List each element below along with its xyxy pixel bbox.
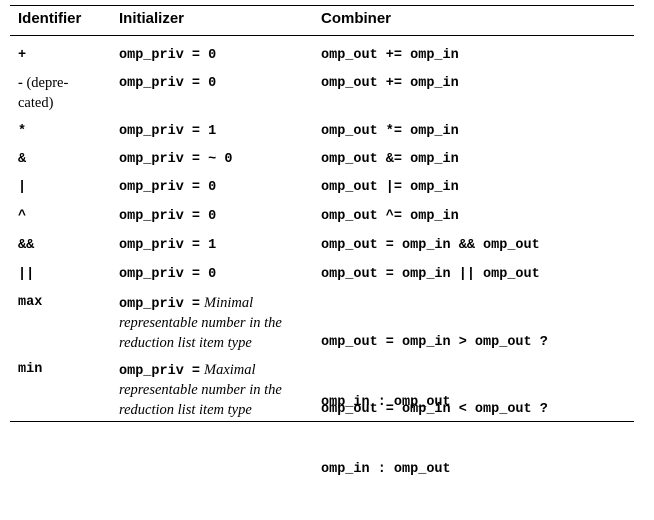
combiner-cell: omp_out = omp_in < omp_out ? omp_in : om… [321,360,641,520]
identifier-cell: - (depre- cated) [18,74,108,114]
combiner-cell: omp_out |= omp_in [321,180,459,195]
reduction-identifier-table: Identifier Initializer Combiner + omp_pr… [10,5,634,477]
combiner-line: omp_in : omp_out [321,395,451,410]
initializer-cell: omp_priv = 0 [119,76,217,91]
combiner-cell: omp_out = omp_in > omp_out ? omp_in : om… [321,293,641,453]
header-rule [10,35,634,36]
initializer-description: representable number in the [119,315,282,331]
identifier-symbol: - [18,75,23,91]
initializer-cell: omp_priv = ~ 0 [119,152,233,167]
table-bottom-rule [10,421,634,422]
initializer-description: Maximal [204,362,256,378]
combiner-cell: omp_out ^= omp_in [321,209,459,224]
combiner-cell: omp_out *= omp_in [321,124,459,139]
identifier-cell: max [18,295,43,310]
initializer-cell: omp_priv = 0 [119,180,217,195]
combiner-cell: omp_out &= omp_in [321,152,459,167]
header-combiner: Combiner [321,10,392,27]
identifier-cell: min [18,362,43,377]
combiner-cell: omp_out = omp_in && omp_out [321,238,540,253]
combiner-cell: omp_out += omp_in [321,76,459,91]
header-identifier: Identifier [18,10,82,27]
identifier-cell: & [18,152,27,167]
initializer-description: Minimal [204,295,254,311]
initializer-description: reduction list item type [119,335,252,351]
initializer-cell: omp_priv = 0 [119,48,217,63]
combiner-cell: omp_out = omp_in || omp_out [321,267,540,282]
identifier-cell: ^ [18,209,27,224]
identifier-note: (depre- [26,75,69,91]
initializer-code: omp_priv = [119,297,201,312]
initializer-code: omp_priv = [119,364,201,379]
initializer-cell: omp_priv = 1 [119,124,217,139]
combiner-cell: omp_out += omp_in [321,48,459,63]
initializer-description: reduction list item type [119,402,252,418]
initializer-cell: omp_priv = 0 [119,267,217,282]
identifier-cell: | [18,180,27,195]
identifier-cell: || [18,267,35,282]
identifier-note: cated) [18,95,54,111]
initializer-description: representable number in the [119,382,282,398]
combiner-line: omp_in : omp_out [321,462,451,477]
combiner-line: omp_out = omp_in < omp_out ? [321,402,548,417]
initializer-cell: omp_priv = Minimal representable number … [119,293,315,353]
identifier-cell: && [18,238,35,253]
header-initializer: Initializer [119,10,185,27]
combiner-line: omp_out = omp_in > omp_out ? [321,335,548,350]
initializer-cell: omp_priv = 0 [119,209,217,224]
identifier-cell: * [18,124,27,139]
identifier-cell: + [18,48,27,63]
initializer-cell: omp_priv = Maximal representable number … [119,360,315,420]
table-top-rule [10,5,634,6]
initializer-cell: omp_priv = 1 [119,238,217,253]
